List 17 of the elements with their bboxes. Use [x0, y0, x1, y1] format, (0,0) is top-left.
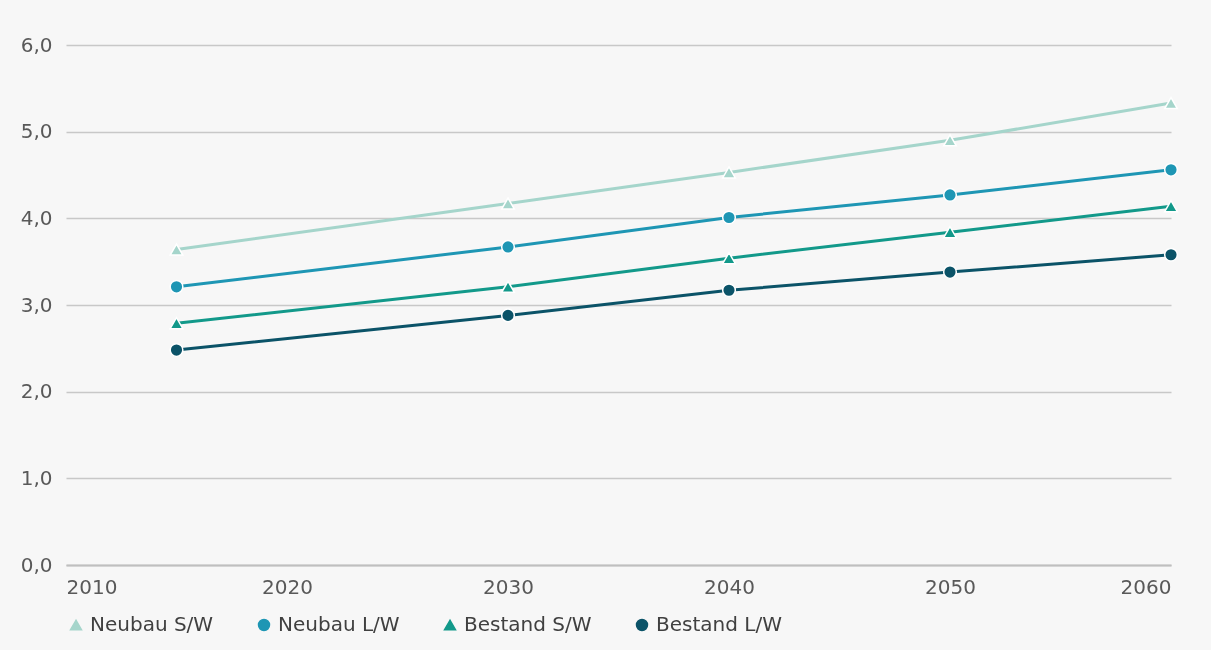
x-tick-label: 2040 [704, 574, 755, 599]
x-tick-label: 2060 [1120, 574, 1172, 599]
y-tick-label: 3,0 [20, 292, 53, 317]
x-tick-label: 2010 [66, 574, 118, 599]
x-tick-label: 2030 [483, 574, 534, 599]
y-tick-label: 2,0 [20, 379, 53, 404]
y-tick-label: 0,0 [20, 552, 53, 577]
legend-label: Bestand S/W [464, 612, 592, 636]
y-tick-label: 4,0 [20, 205, 53, 230]
y-tick-label: 6,0 [20, 32, 53, 57]
y-tick-label: 5,0 [20, 119, 53, 144]
legend-label: Neubau S/W [90, 612, 214, 636]
y-tick-label: 1,0 [20, 465, 53, 490]
legend-label: Bestand L/W [656, 612, 783, 636]
legend-label: Neubau L/W [278, 612, 400, 636]
x-tick-label: 2020 [262, 574, 313, 599]
x-tick-label: 2050 [925, 574, 976, 599]
